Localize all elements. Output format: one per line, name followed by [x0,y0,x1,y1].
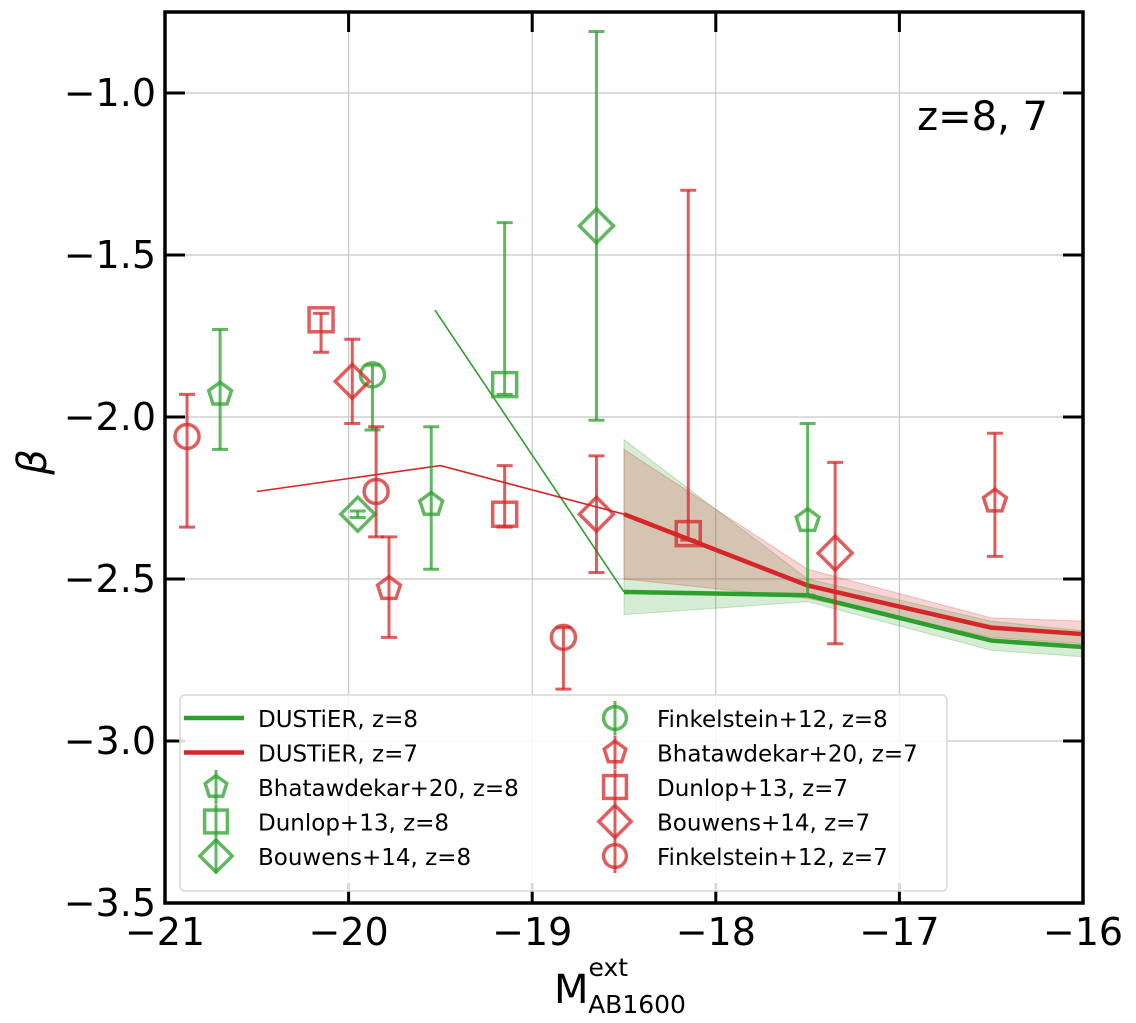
series-dunlop-13-z-8 [490,221,519,399]
legend-marker [601,773,629,801]
y-tick-label: −3.0 [64,719,156,763]
legend-label: Dunlop+13, z=7 [657,776,848,802]
legend-marker [202,808,230,835]
data-point [576,206,616,246]
data-point [307,306,335,334]
legend-label: DUSTiER, z=8 [258,707,418,733]
model-lines [256,309,1084,650]
y-tick-label: −1.0 [64,71,156,115]
x-tick-label: −17 [859,910,939,954]
data-point [549,623,578,652]
data-point [490,500,519,528]
x-tick-label: −18 [676,910,756,954]
model-line-extrapolated [434,309,625,593]
axis-ticks: −21 −20 −19 −18 −17 −16 −3.5 −3.0 −2.5 −2.0 −1.5 −1… [64,12,1123,954]
data-point [417,490,445,516]
data-point [576,494,616,534]
legend-label: Finkelstein+12, z=7 [657,845,888,871]
legend-marker [602,738,628,764]
legend-label: Bouwens+14, z=8 [258,845,471,871]
x-axis-label-superscript: ext [589,953,629,982]
model-line [623,589,1084,650]
legend-marker [601,842,629,870]
data-point [338,494,378,534]
data-point [206,380,234,406]
legend-box [179,694,948,892]
series-bhatawdekar-20-z-8 [206,328,822,597]
x-tick-label: −19 [492,910,572,954]
redshift-annotation: z=8, 7 [917,94,1048,140]
y-tick-label: −1.5 [64,233,156,277]
legend-label: Bouwens+14, z=7 [657,811,870,837]
y-axis-label: β [10,449,56,476]
data-point [362,477,390,506]
x-tick-label: −20 [308,910,388,954]
series-dunlop-13-z-7 [307,188,703,548]
x-tick-label: −21 [125,910,205,954]
data-point [815,533,855,573]
legend-label: Bhatawdekar+20, z=8 [258,776,519,802]
legend: DUSTiER, z=8 DUSTiER, z=7 Bhatawdekar+20, … [179,694,948,892]
x-axis-label-main: M [554,967,589,1013]
series-bhatawdekar-20-z-7 [375,431,1009,639]
uncertainty-bands [623,438,1084,658]
legend-label: Bhatawdekar+20, z=7 [657,742,918,768]
plot-frame [163,10,1085,905]
legend-marker [601,704,629,732]
data-point [981,487,1009,513]
data-point [375,574,403,601]
legend-marker [197,837,235,875]
data-point [794,506,822,533]
y-tick-label: −3.5 [64,881,156,925]
data-point [173,422,201,451]
data-point [490,370,519,399]
legend-marker [596,802,634,841]
x-axis-label: Mext AB1600 [554,953,686,1019]
data-point [332,361,372,401]
y-tick-label: −2.0 [64,395,156,439]
x-axis-label-subscript: AB1600 [588,990,686,1019]
model-line-extrapolated [256,464,625,515]
observational-points [173,29,1009,691]
model-line [623,512,1084,637]
legend-marker [203,773,229,798]
series-bouwens-14-z-8 [338,29,616,534]
x-tick-label: −16 [1043,910,1123,954]
data-point [674,519,703,548]
legend-label: Finkelstein+12, z=8 [657,707,888,733]
series-finkelstein-12-z-8 [358,361,387,432]
series-bouwens-14-z-7 [332,337,855,646]
y-tick-label: −2.5 [64,557,156,601]
legend-label: DUSTiER, z=7 [258,742,418,768]
series-finkelstein-12-z-7 [173,392,578,691]
legend-label: Dunlop+13, z=8 [258,811,449,837]
